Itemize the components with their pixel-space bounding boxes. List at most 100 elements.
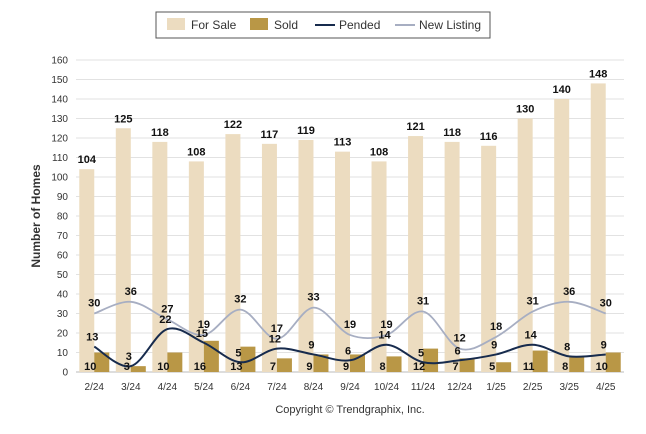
- sold-bar: [496, 362, 512, 372]
- sold-label: 10: [84, 361, 96, 373]
- sold-bar: [386, 356, 402, 372]
- new-listing-label: 33: [307, 292, 319, 304]
- sold-bar: [459, 358, 475, 372]
- for-sale-bar: [590, 83, 606, 373]
- y-tick-label: 90: [57, 192, 69, 203]
- new-listing-label: 12: [453, 333, 465, 345]
- for-sale-label: 113: [334, 137, 352, 149]
- y-tick-label: 80: [57, 212, 69, 223]
- pended-label: 5: [418, 347, 424, 359]
- y-tick-label: 10: [57, 348, 69, 359]
- new-listing-label: 30: [600, 298, 612, 310]
- y-tick-label: 30: [57, 309, 69, 320]
- sold-bar: [569, 356, 585, 372]
- for-sale-label: 108: [370, 146, 388, 158]
- pended-label: 13: [86, 332, 98, 344]
- pended-label: 6: [345, 345, 351, 357]
- pended-label: 5: [235, 347, 241, 359]
- sold-label: 7: [270, 361, 276, 373]
- legend: For Sale Sold Pended New Listing: [155, 11, 491, 39]
- sold-label: 8: [562, 361, 568, 373]
- new-listing-label: 17: [271, 323, 283, 335]
- pended-label: 9: [491, 339, 497, 351]
- pended-label: 12: [269, 334, 281, 346]
- new-listing-label: 30: [88, 298, 100, 310]
- sold-legend-label: Sold: [274, 18, 298, 32]
- x-tick-label: 3/24: [121, 382, 141, 393]
- x-tick-label: 6/24: [231, 382, 251, 393]
- pended-label: 15: [196, 328, 208, 340]
- new-listing-label: 31: [527, 296, 539, 308]
- for-sale-legend-label: For Sale: [191, 18, 237, 32]
- x-tick-label: 1/25: [486, 382, 506, 393]
- pended-label: 9: [601, 339, 607, 351]
- x-tick-label: 10/24: [374, 382, 399, 393]
- for-sale-label: 118: [443, 127, 461, 139]
- sold-label: 10: [596, 361, 608, 373]
- new-listing-label: 19: [344, 319, 356, 331]
- for-sale-bar: [79, 169, 95, 372]
- for-sale-label: 130: [516, 104, 534, 116]
- x-tick-label: 4/25: [596, 382, 616, 393]
- pended-label: 9: [308, 339, 314, 351]
- x-tick-label: 4/24: [158, 382, 178, 393]
- for-sale-label: 116: [480, 131, 498, 143]
- sold-bar: [240, 346, 256, 372]
- x-axis: 2/24 3/24 4/24 5/24 6/24 7/24 8/24 9/24 10/24 11/…: [85, 382, 616, 393]
- for-sale-label: 148: [589, 68, 607, 80]
- y-axis: 0 10 20 30 40 50 60 70 80 90 100 110 120 130 140 150 160: [51, 56, 68, 379]
- new-listing-legend-label: New Listing: [419, 18, 481, 32]
- for-sale-label: 108: [187, 146, 205, 158]
- sold-label: 10: [157, 361, 169, 373]
- for-sale-label: 117: [261, 129, 279, 141]
- y-tick-label: 120: [51, 134, 68, 145]
- sold-label: 12: [413, 361, 425, 373]
- sold-label: 9: [343, 361, 349, 373]
- new-listing-label: 36: [125, 286, 137, 298]
- y-tick-label: 150: [51, 75, 68, 86]
- y-tick-label: 60: [57, 251, 69, 262]
- sold-label: 13: [230, 361, 242, 373]
- sold-bar: [94, 352, 110, 372]
- for-sale-bar: [152, 141, 168, 372]
- bars: [79, 83, 621, 373]
- new-listing-label: 19: [380, 319, 392, 331]
- copyright: Copyright © Trendgraphix, Inc.: [275, 404, 424, 416]
- new-listing-line: [93, 300, 607, 351]
- y-tick-label: 140: [51, 95, 68, 106]
- new-listing-label: 18: [490, 321, 502, 333]
- for-sale-legend-swatch: [167, 18, 185, 30]
- sold-label: 9: [306, 361, 312, 373]
- new-listing-label: 19: [198, 319, 210, 331]
- pended-label: 8: [564, 341, 570, 353]
- sold-label: 16: [194, 361, 206, 373]
- for-sale-bar: [335, 151, 350, 372]
- for-sale-bar: [115, 128, 131, 372]
- y-tick-label: 130: [51, 114, 68, 125]
- pended-label: 14: [525, 330, 538, 342]
- y-tick-label: 50: [57, 270, 69, 281]
- for-sale-label: 125: [114, 113, 132, 125]
- for-sale-label: 140: [553, 84, 571, 96]
- y-tick-label: 0: [62, 368, 68, 379]
- pended-line: [93, 327, 606, 368]
- x-tick-label: 2/25: [523, 382, 543, 393]
- y-axis-label: Number of Homes: [29, 164, 43, 268]
- for-sale-label: 118: [151, 127, 169, 139]
- y-tick-label: 160: [51, 56, 68, 67]
- x-tick-label: 7/24: [267, 382, 287, 393]
- for-sale-label: 104: [78, 154, 97, 166]
- for-sale-bar: [261, 143, 277, 372]
- y-tick-label: 40: [57, 290, 69, 301]
- x-tick-label: 8/24: [304, 382, 324, 393]
- y-tick-label: 70: [57, 231, 69, 242]
- for-sale-label: 119: [297, 125, 315, 137]
- new-listing-label: 27: [161, 303, 173, 315]
- x-tick-label: 12/24: [447, 382, 472, 393]
- lines: [93, 300, 607, 368]
- sold-bar: [276, 358, 292, 372]
- for-sale-label: 122: [224, 119, 242, 131]
- for-sale-bar: [298, 139, 314, 372]
- sold-bar: [313, 354, 329, 372]
- for-sale-bar: [408, 136, 424, 372]
